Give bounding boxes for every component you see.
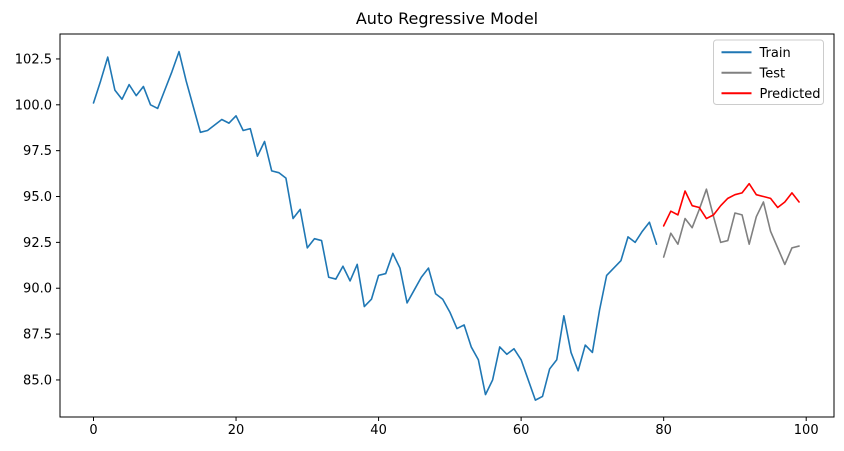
y-tick-label: 87.5 <box>23 328 52 343</box>
legend-label: Test <box>759 66 786 81</box>
y-tick-label: 92.5 <box>23 236 52 251</box>
y-tick-label: 95.0 <box>23 190 52 205</box>
y-tick-label: 102.5 <box>15 52 52 67</box>
chart-title: Auto Regressive Model <box>356 9 538 28</box>
x-tick-label: 80 <box>655 423 672 438</box>
x-tick-label: 20 <box>228 423 245 438</box>
legend-entry-train: Train <box>721 46 791 61</box>
legend-frame <box>713 39 824 105</box>
x-tick-label: 40 <box>370 423 387 438</box>
y-tick-label: 90.0 <box>23 282 52 297</box>
test-line <box>662 188 800 266</box>
legend-entry-test: Test <box>721 66 786 81</box>
y-tick-label: 85.0 <box>23 373 52 388</box>
y-tick-label: 97.5 <box>23 144 52 159</box>
plot-border <box>59 33 835 418</box>
x-tick-label: 60 <box>513 423 530 438</box>
legend-label: Train <box>759 46 791 61</box>
y-tick-label: 100.0 <box>15 98 52 113</box>
predicted-line <box>662 182 800 227</box>
x-tick-label: 100 <box>794 423 819 438</box>
x-tick-label: 0 <box>89 423 97 438</box>
legend: Train Test Predicted <box>713 39 824 105</box>
legend-label: Predicted <box>760 87 821 102</box>
train-line <box>92 50 658 401</box>
legend-entry-predicted: Predicted <box>721 87 821 102</box>
